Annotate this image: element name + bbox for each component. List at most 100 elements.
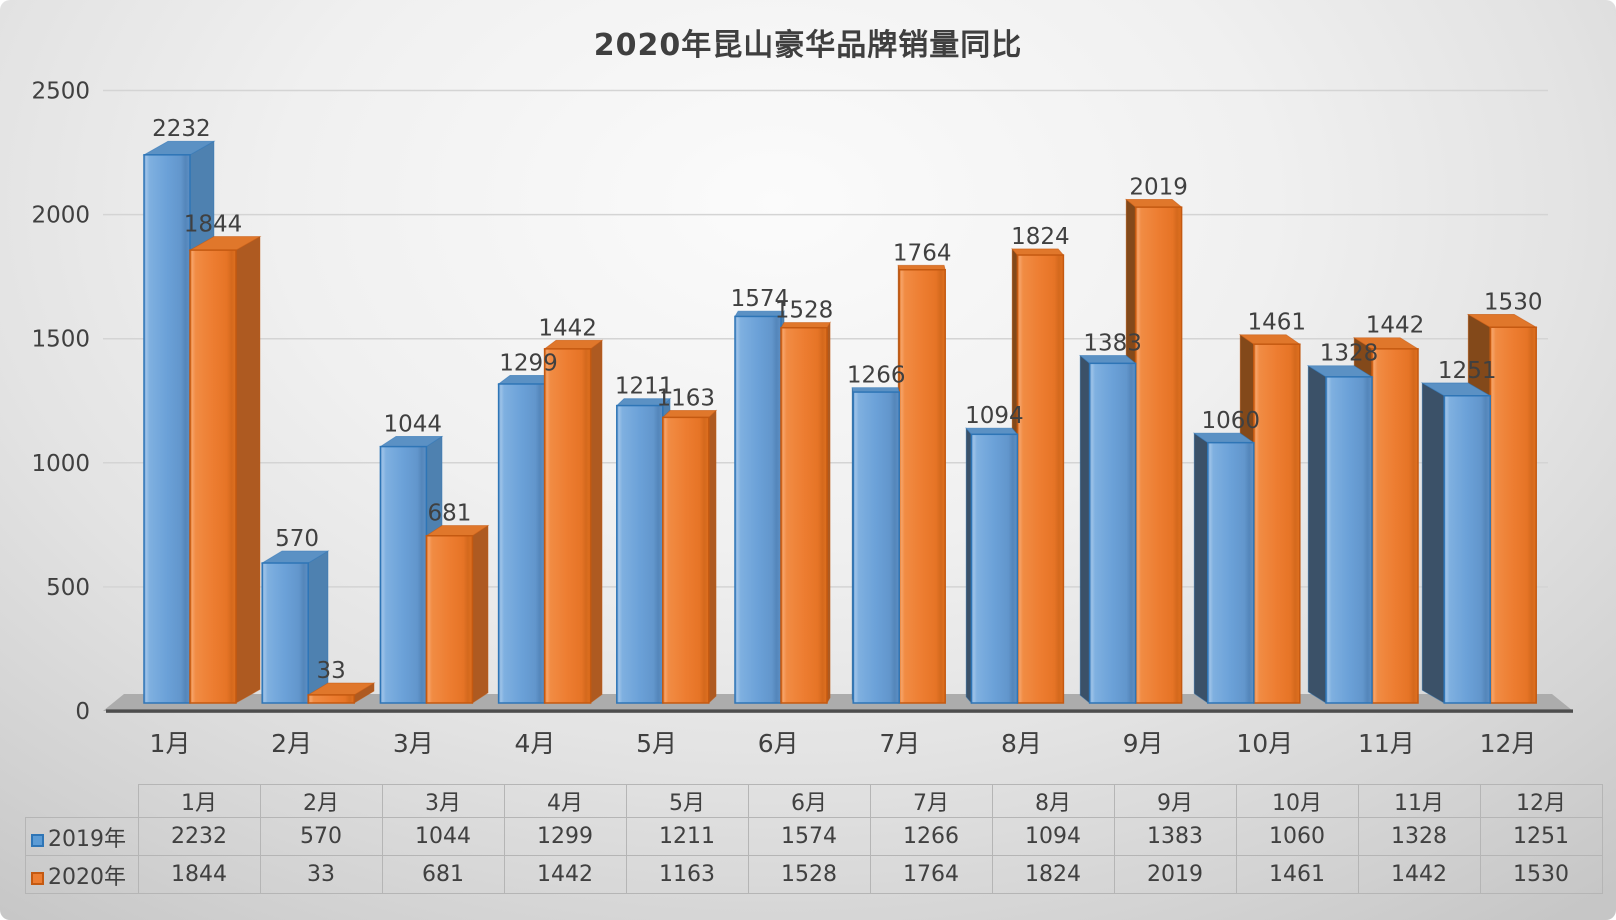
bar-front-face [616, 404, 664, 704]
table-header-3月: 3月 [381, 784, 505, 818]
legend-swatch-2019年 [31, 833, 44, 847]
table-header-7月: 7月 [869, 784, 993, 818]
data-label-2019年-7月: 1266 [847, 363, 906, 389]
bar-side-face [1079, 354, 1090, 704]
bar-2019年-12月[interactable] [1420, 382, 1492, 704]
table-cell-2020年-7月: 1764 [869, 855, 993, 894]
table-cell-2019年-12月: 1251 [1479, 817, 1603, 856]
x-tick-11月: 11月 [1358, 729, 1415, 758]
bar-front-face [852, 391, 900, 704]
table-row-2020年: 2020年 1844 33 681 1442 1163 1528 1764 1824 2019 14… [25, 855, 1603, 894]
table-cell-2020年-4月: 1442 [503, 855, 627, 894]
y-tick-1500: 1500 [31, 327, 90, 353]
bar-2019年-9月[interactable] [1079, 354, 1137, 704]
table-cell-2019年-7月: 1266 [869, 817, 993, 856]
table-header-2月: 2月 [259, 784, 383, 818]
table-cell-2020年-9月: 2019 [1113, 855, 1237, 894]
bar-side-face [471, 524, 489, 704]
table-cell-2019年-10月: 1060 [1235, 817, 1359, 856]
bar-2020年-12月[interactable] [1466, 313, 1538, 704]
bar-top-face [1125, 198, 1183, 208]
table-cell-2019年-6月: 1574 [747, 817, 871, 856]
bar-2019年-8月[interactable] [965, 427, 1019, 705]
bar-2020年-10月[interactable] [1238, 333, 1302, 704]
bar-front-face [189, 249, 237, 704]
bar-2019年-11月[interactable] [1306, 364, 1374, 704]
data-label-2019年-8月: 1094 [965, 403, 1024, 429]
x-tick-4月: 4月 [514, 729, 555, 758]
bar-2020年-6月[interactable] [780, 321, 831, 705]
bar-side-face [1421, 382, 1445, 704]
data-label-2020年-12月: 1530 [1484, 289, 1543, 315]
x-tick-9月: 9月 [1123, 729, 1164, 758]
y-tick-0: 0 [75, 699, 90, 725]
bar-2020年-3月[interactable] [425, 524, 490, 704]
data-label-2019年-4月: 1299 [499, 350, 558, 376]
table-header-6月: 6月 [747, 784, 871, 818]
bar-front-face [1443, 395, 1491, 704]
x-tick-5月: 5月 [636, 729, 677, 758]
bar-2019年-7月[interactable] [851, 387, 900, 704]
bar-2020年-1月[interactable] [188, 235, 262, 704]
bar-2019年-10月[interactable] [1192, 432, 1256, 704]
table-cell-2020年-5月: 1163 [625, 855, 749, 894]
bar-front-face [1016, 254, 1065, 704]
bar-2020年-4月[interactable] [543, 339, 604, 704]
data-label-2020年-7月: 1764 [893, 240, 952, 266]
data-label-2019年-5月: 1211 [615, 374, 674, 400]
table-cell-2020年-12月: 1530 [1479, 855, 1603, 894]
bar-2020年-5月[interactable] [661, 409, 718, 704]
x-tick-12月: 12月 [1480, 729, 1537, 758]
table-header-10月: 10月 [1235, 784, 1359, 818]
chart-data-table[interactable]: 1月 2月 3月 4月 5月 6月 7月 8月 9月 10月 11月 12月 2019年 2232 570 1… [25, 784, 1603, 894]
data-label-2019年-11月: 1328 [1320, 341, 1379, 367]
x-tick-10月: 10月 [1236, 729, 1293, 758]
bar-2020年-7月[interactable] [897, 264, 946, 704]
data-label-2020年-4月: 1442 [538, 315, 597, 341]
bar-chart-plot-area[interactable]: 0 500 1000 1500 2000 2500 2232 1844 570 33 1044 681… [0, 0, 1616, 770]
bar-front-face [734, 315, 782, 704]
bar-front-face [143, 154, 191, 704]
bar-front-face [543, 348, 592, 704]
bar-2020年-8月[interactable] [1011, 247, 1065, 705]
x-axis-line [106, 709, 1573, 713]
table-row-label-2019年: 2019年 [25, 817, 139, 856]
table-cell-2020年-6月: 1528 [747, 855, 871, 894]
bar-2020年-2月[interactable] [306, 682, 376, 704]
table-cell-2020年-3月: 681 [381, 855, 505, 894]
x-tick-2月: 2月 [271, 729, 312, 758]
data-label-2020年-11月: 1442 [1366, 313, 1425, 339]
table-cell-2019年-8月: 1094 [991, 817, 1115, 856]
data-label-2019年-2月: 570 [275, 526, 319, 552]
x-tick-8月: 8月 [1001, 729, 1042, 758]
bar-front-face [307, 694, 355, 704]
bar-front-face [425, 534, 474, 704]
x-tick-3月: 3月 [393, 729, 434, 758]
bar-top-face [661, 410, 718, 418]
bar-2019年-6月[interactable] [734, 309, 785, 705]
data-label-2020年-3月: 681 [427, 500, 471, 526]
table-cell-2020年-11月: 1442 [1357, 855, 1481, 894]
bar-front-face [1207, 441, 1255, 704]
x-tick-6月: 6月 [758, 729, 799, 758]
chart-title[interactable]: 2020年昆山豪华品牌销量同比 [593, 28, 1023, 63]
table-cell-2019年-3月: 1044 [381, 817, 505, 856]
table-cell-2019年-4月: 1299 [503, 817, 627, 856]
data-label-2019年-6月: 1574 [731, 286, 790, 312]
data-label-2020年-10月: 1461 [1248, 310, 1307, 336]
data-label-2019年-3月: 1044 [384, 411, 443, 437]
table-row-label-2020年: 2020年 [25, 855, 139, 894]
table-row-2019年: 2019年 2232 570 1044 1299 1211 1574 1266 1094 1383… [25, 817, 1603, 856]
table-header-4月: 4月 [503, 784, 627, 818]
bar-side-face [708, 409, 717, 704]
data-label-2020年-5月: 1163 [657, 385, 716, 411]
y-axis-tick-labels: 0 500 1000 1500 2000 2500 [31, 79, 90, 726]
x-tick-7月: 7月 [879, 729, 920, 758]
data-label-2020年-6月: 1528 [775, 297, 834, 323]
table-header-9月: 9月 [1113, 784, 1237, 818]
bar-front-face [1371, 348, 1419, 704]
table-header-12月: 12月 [1479, 784, 1603, 818]
bar-front-face [497, 383, 546, 704]
